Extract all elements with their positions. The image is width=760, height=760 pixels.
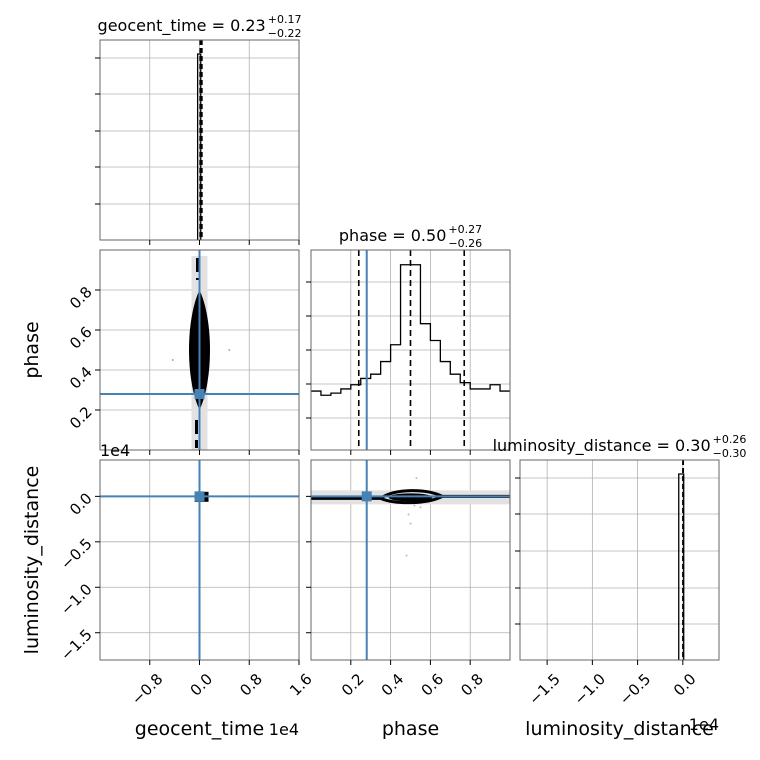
panel-geocent-vs-distance: −0.8 0.0 0.8 1.6 −1.5 −1.0 −0.5 0.0 1e4 1e4 (57, 441, 316, 739)
y-axis-label-phase: phase (21, 321, 43, 378)
x-tick-label-luminosity_distance: 0.0 (670, 670, 700, 700)
panel-title-text: luminosity_distance = 0.30 (493, 436, 711, 456)
y-tick-label-phase: 0.6 (66, 323, 96, 353)
y-tick-label-luminosity_distance: −1.0 (57, 580, 95, 618)
sample-point (415, 477, 418, 480)
density-contour-outer (195, 258, 199, 448)
x-tick-label-geocent_time: 1.6 (286, 670, 316, 700)
x-tick-label-geocent_time: −0.8 (128, 670, 166, 708)
panel-title-geocent_time: geocent_time = 0.23 +0.17−0.22 (98, 13, 302, 40)
y-tick-label-luminosity_distance: −0.5 (57, 535, 95, 573)
y-tick-label-phase: 0.8 (66, 283, 96, 313)
truth-marker (194, 491, 205, 502)
truth-marker (361, 491, 372, 502)
panel-frame (519, 459, 720, 661)
panel-geocent-time-hist: geocent_time = 0.23 +0.17−0.22 (95, 13, 301, 245)
sample-point (405, 554, 408, 557)
y-tick-label-luminosity_distance: 0.0 (66, 489, 96, 519)
panel-phase-vs-distance: 0.2 0.4 0.6 0.8 (306, 459, 511, 700)
sample-point (171, 359, 174, 361)
y-tick-label-phase: 0.4 (66, 363, 96, 393)
axis-multiplier-geocent-x: 1e4 (269, 720, 299, 739)
axis-multiplier-distance-x: 1e4 (689, 715, 719, 734)
panel-title-lower: −0.26 (448, 237, 482, 250)
truth-marker (194, 389, 205, 399)
axis-multiplier-distance-y: 1e4 (100, 441, 130, 460)
sample-point (409, 522, 412, 525)
x-tick-label-geocent_time: 0.0 (187, 670, 217, 700)
x-axis-label-geocent-time: geocent_time (135, 718, 264, 740)
panel-frame (310, 459, 511, 661)
x-tick-label-phase: 0.8 (457, 670, 487, 700)
x-axis-label-luminosity-distance: luminosity_distance (525, 718, 714, 740)
panel-title-upper: +0.27 (448, 223, 482, 236)
panel-title-upper: +0.17 (268, 13, 302, 26)
x-axis-label-phase: phase (382, 718, 439, 740)
x-tick-label-phase: 0.4 (378, 670, 408, 700)
panel-distance-hist: −1.5 −1.0 −0.5 0.0 1e4 luminosity_distance = … (493, 433, 747, 734)
y-axis-label-luminosity-distance: luminosity_distance (21, 466, 43, 655)
x-tick-label-luminosity_distance: −0.5 (616, 670, 654, 708)
y-tick-label-luminosity_distance: −1.5 (57, 626, 95, 664)
sample-point (407, 513, 410, 516)
sample-point (228, 349, 231, 351)
panel-title-phase: phase = 0.50 +0.27−0.26 (339, 223, 482, 250)
sample-point (413, 504, 416, 507)
panel-geocent-vs-phase: 0.2 0.4 0.6 0.8 (66, 249, 300, 455)
panel-title-text: geocent_time = 0.23 (98, 16, 266, 36)
x-tick-label-phase: 0.6 (418, 670, 448, 700)
y-tick-label-phase: 0.2 (66, 403, 96, 433)
sample-point (419, 506, 422, 509)
panel-phase-hist: phase = 0.50 +0.27−0.26 (306, 223, 511, 455)
panel-title-upper: +0.26 (713, 433, 747, 446)
panel-title-luminosity_distance: luminosity_distance = 0.30 +0.26−0.30 (493, 433, 747, 460)
panel-title-text: phase = 0.50 (339, 226, 446, 245)
x-tick-label-luminosity_distance: −1.0 (571, 670, 609, 708)
panel-title-lower: −0.22 (268, 27, 302, 40)
x-tick-label-geocent_time: 0.8 (236, 670, 266, 700)
panel-title-lower: −0.30 (713, 447, 747, 460)
x-tick-label-luminosity_distance: −1.5 (525, 670, 563, 708)
histogram-step (311, 264, 510, 396)
x-tick-label-phase: 0.2 (338, 670, 368, 700)
